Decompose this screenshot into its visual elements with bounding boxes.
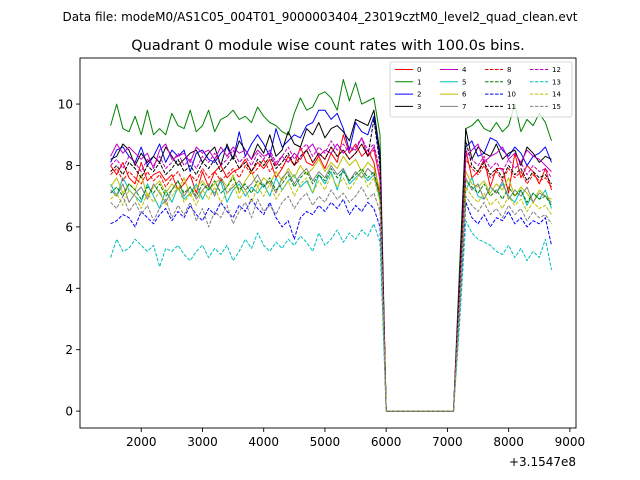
series-line-15 xyxy=(110,186,552,412)
series-line-5 xyxy=(110,168,552,412)
legend-label-0: 0 xyxy=(417,66,421,74)
series-line-1 xyxy=(110,79,552,412)
legend-label-10: 10 xyxy=(507,91,516,99)
legend-label-15: 15 xyxy=(552,103,561,111)
x-tick-label: 6000 xyxy=(371,435,402,449)
y-tick-label: 6 xyxy=(65,220,73,234)
legend-label-9: 9 xyxy=(507,78,511,86)
legend-label-1: 1 xyxy=(417,78,421,86)
x-offset-label: +3.1547e8 xyxy=(509,455,576,469)
y-tick-label: 8 xyxy=(65,159,73,173)
legend-label-13: 13 xyxy=(552,78,561,86)
series-line-7 xyxy=(110,165,552,412)
x-tick-label: 2000 xyxy=(126,435,157,449)
series-line-2 xyxy=(110,109,552,412)
y-tick-label: 2 xyxy=(65,343,73,357)
y-tick-label: 0 xyxy=(65,405,73,419)
legend-label-8: 8 xyxy=(507,66,511,74)
data-file-suptitle: Data file: modeM0/AS1C05_004T01_90000034… xyxy=(62,10,577,24)
legend-label-3: 3 xyxy=(417,103,421,111)
legend-label-7: 7 xyxy=(462,103,466,111)
x-tick-label: 9000 xyxy=(555,435,586,449)
legend-label-12: 12 xyxy=(552,66,561,74)
axes-ticks: 2000 3000 4000 5000 6000 7000 8000 9000 0 2 4 6 8 10 xyxy=(58,98,585,449)
x-tick-label: 5000 xyxy=(310,435,341,449)
series-line-11 xyxy=(110,118,552,412)
legend-label-4: 4 xyxy=(462,66,467,74)
x-tick-label: 7000 xyxy=(432,435,463,449)
y-tick-label: 10 xyxy=(58,98,73,112)
axes-frame xyxy=(79,57,577,429)
x-tick-label: 8000 xyxy=(493,435,524,449)
legend-label-2: 2 xyxy=(417,91,421,99)
series-line-14 xyxy=(110,171,552,412)
legend-label-14: 14 xyxy=(552,91,561,99)
x-tick-label: 3000 xyxy=(187,435,218,449)
series-line-12 xyxy=(110,137,552,412)
series-line-10 xyxy=(110,198,552,412)
legend-label-6: 6 xyxy=(462,91,467,99)
series-line-6 xyxy=(110,155,552,412)
series-line-9 xyxy=(110,168,552,412)
y-tick-label: 4 xyxy=(65,282,73,296)
series-line-13 xyxy=(110,220,552,412)
legend-label-11: 11 xyxy=(507,103,516,111)
legend-label-5: 5 xyxy=(462,78,466,86)
series-line-8 xyxy=(110,143,552,412)
series-line-3 xyxy=(110,109,552,412)
series-line-4 xyxy=(110,137,552,412)
x-tick-label: 4000 xyxy=(248,435,279,449)
legend-box xyxy=(389,61,573,118)
chart-title: Quadrant 0 module wise count rates with … xyxy=(131,38,525,54)
plot-lines xyxy=(110,79,552,412)
